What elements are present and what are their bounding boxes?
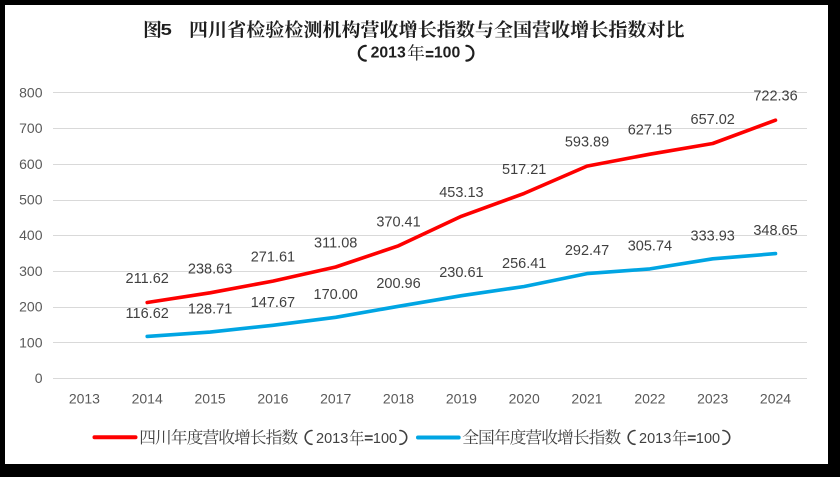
svg-text:2013: 2013 <box>316 431 348 447</box>
svg-text:517.21: 517.21 <box>502 162 546 178</box>
svg-text:305.74: 305.74 <box>628 238 672 254</box>
svg-text:2024: 2024 <box>760 391 791 407</box>
svg-text:211.62: 211.62 <box>126 271 169 287</box>
svg-text:300: 300 <box>19 263 43 279</box>
svg-text:2019: 2019 <box>446 391 477 407</box>
svg-text:600: 600 <box>19 156 43 172</box>
svg-text:700: 700 <box>19 120 43 136</box>
svg-text:116.62: 116.62 <box>126 306 169 322</box>
svg-text:2013: 2013 <box>69 391 100 407</box>
svg-text:333.93: 333.93 <box>691 228 735 244</box>
svg-text:722.36: 722.36 <box>753 89 797 105</box>
svg-text:128.71: 128.71 <box>188 302 232 318</box>
svg-text:200: 200 <box>19 299 43 315</box>
svg-text:2022: 2022 <box>634 391 665 407</box>
svg-text:100: 100 <box>434 45 461 62</box>
svg-text:0: 0 <box>35 370 43 386</box>
svg-text:2016: 2016 <box>257 391 288 407</box>
svg-text:100: 100 <box>373 431 397 447</box>
svg-text:2021: 2021 <box>571 391 602 407</box>
svg-text:2018: 2018 <box>383 391 414 407</box>
svg-text:147.67: 147.67 <box>251 295 295 311</box>
svg-text:657.02: 657.02 <box>691 112 735 128</box>
svg-text:100: 100 <box>696 431 720 447</box>
svg-text:200.96: 200.96 <box>376 276 420 292</box>
svg-text:2020: 2020 <box>509 391 540 407</box>
svg-text:593.89: 593.89 <box>565 135 609 151</box>
svg-text:627.15: 627.15 <box>628 123 672 139</box>
svg-text:370.41: 370.41 <box>376 214 420 230</box>
svg-text:170.00: 170.00 <box>314 287 358 303</box>
svg-text:800: 800 <box>19 85 43 101</box>
svg-text:2017: 2017 <box>320 391 351 407</box>
svg-text:5: 5 <box>161 21 172 38</box>
svg-text:230.61: 230.61 <box>439 265 483 281</box>
svg-text:238.63: 238.63 <box>188 261 232 277</box>
svg-text:2014: 2014 <box>132 391 163 407</box>
svg-text:2023: 2023 <box>697 391 728 407</box>
svg-text:292.47: 292.47 <box>565 243 609 259</box>
svg-text:348.65: 348.65 <box>753 223 797 239</box>
svg-text:271.61: 271.61 <box>251 250 295 266</box>
svg-text:2013: 2013 <box>371 45 406 62</box>
svg-text:100: 100 <box>19 334 43 350</box>
svg-text:2015: 2015 <box>195 391 226 407</box>
svg-text:500: 500 <box>19 192 43 208</box>
svg-text:2013: 2013 <box>639 431 671 447</box>
svg-text:311.08: 311.08 <box>314 236 357 252</box>
svg-text:453.13: 453.13 <box>439 185 483 201</box>
svg-text:256.41: 256.41 <box>502 256 546 272</box>
svg-text:400: 400 <box>19 227 43 243</box>
